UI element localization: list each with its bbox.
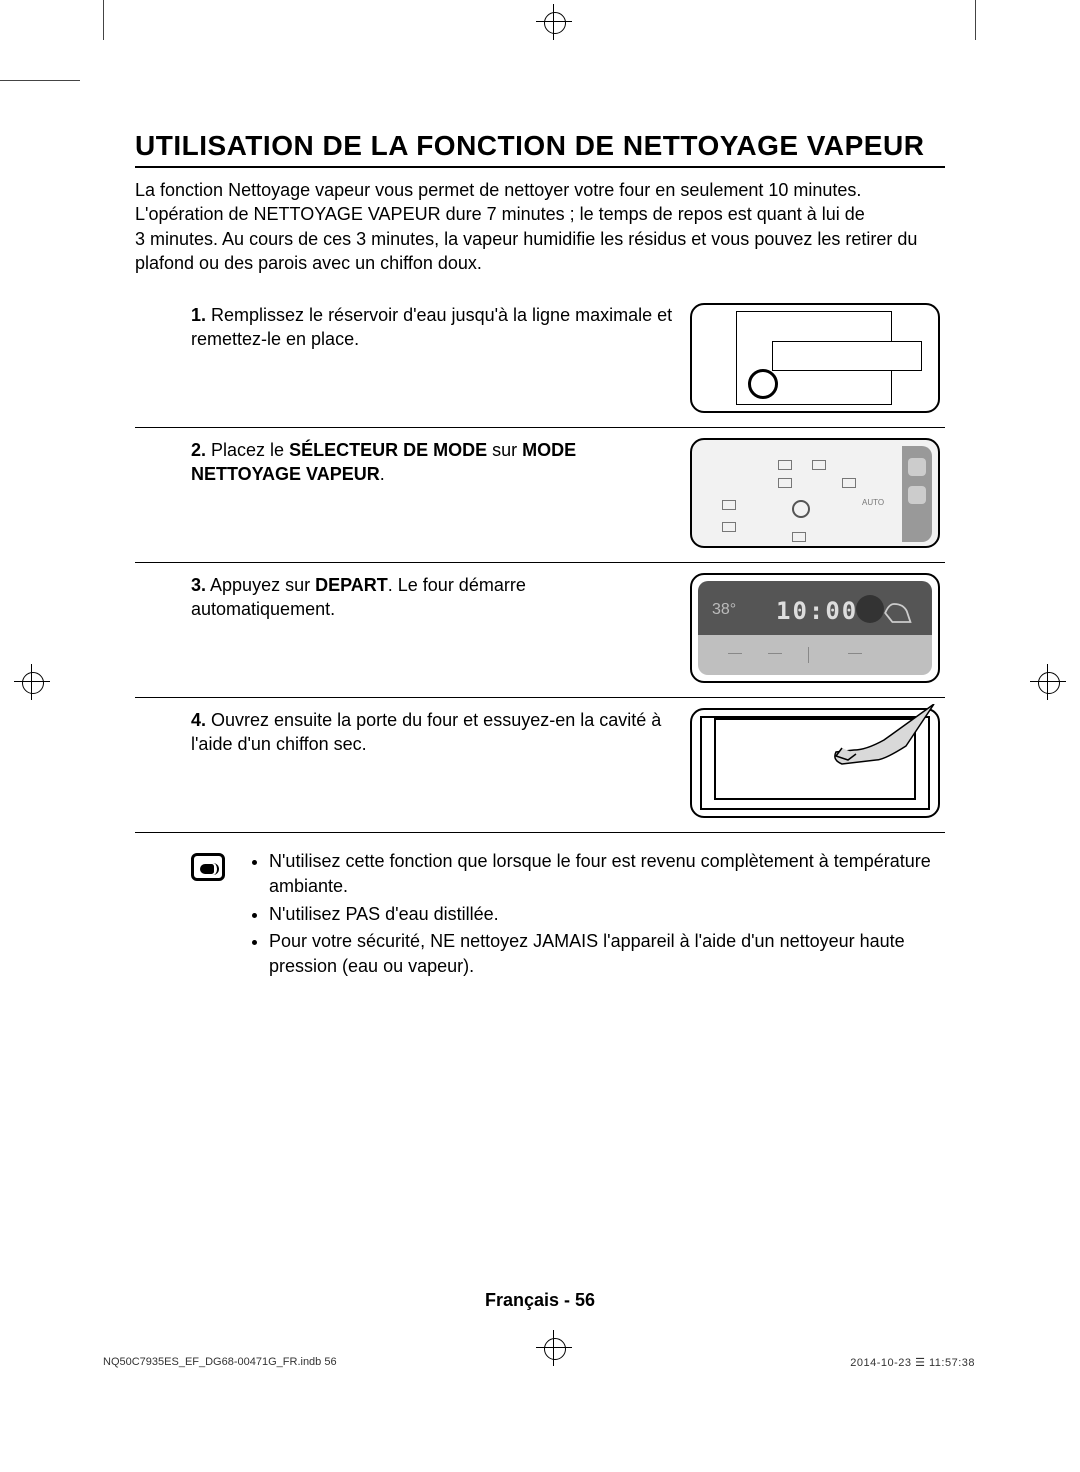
step-4-figure <box>685 708 945 818</box>
step-4-text: 4. Ouvrez ensuite la porte du four et es… <box>135 708 685 818</box>
step-body: Ouvrez ensuite la porte du four et essuy… <box>191 710 661 754</box>
step-3-figure: 38° 10:00 <box>685 573 945 683</box>
section-title: UTILISATION DE LA FONCTION DE NETTOYAGE … <box>135 130 945 168</box>
page-content: UTILISATION DE LA FONCTION DE NETTOYAGE … <box>135 50 945 981</box>
step-2-figure: AUTO <box>685 438 945 548</box>
step-2: 2. Placez le SÉLECTEUR DE MODE sur MODE … <box>135 428 945 563</box>
trim-mark <box>103 0 104 40</box>
page-footer-language: Français - 56 <box>0 1290 1080 1311</box>
registration-mark <box>540 8 568 36</box>
registration-mark <box>1034 668 1062 696</box>
step-number: 4. <box>191 710 206 730</box>
step-number: 2. <box>191 440 206 460</box>
display-illustration: 38° 10:00 <box>690 573 940 683</box>
wipe-cavity-illustration <box>690 708 940 818</box>
step-number: 3. <box>191 575 206 595</box>
note-item: N'utilisez cette fonction que lorsque le… <box>269 849 945 899</box>
note-item: Pour votre sécurité, NE nettoyez JAMAIS … <box>269 929 945 979</box>
timer-readout: 10:00 <box>776 597 858 625</box>
print-footer: NQ50C7935ES_EF_DG68-00471G_FR.indb 56 20… <box>103 1356 975 1369</box>
step-number: 1. <box>191 305 206 325</box>
auto-label: AUTO <box>862 498 876 508</box>
step-1-figure <box>685 303 945 413</box>
step-4: 4. Ouvrez ensuite la porte du four et es… <box>135 698 945 833</box>
notes-list: N'utilisez cette fonction que lorsque le… <box>235 849 945 981</box>
step-1-text: 1. Remplissez le réservoir d'eau jusqu'à… <box>135 303 685 413</box>
notes-block: N'utilisez cette fonction que lorsque le… <box>135 849 945 981</box>
step-1: 1. Remplissez le réservoir d'eau jusqu'à… <box>135 293 945 428</box>
timestamp: 2014-10-23 ☰ 11:57:38 <box>850 1356 975 1369</box>
step-2-text: 2. Placez le SÉLECTEUR DE MODE sur MODE … <box>135 438 685 548</box>
registration-mark <box>18 668 46 696</box>
mode-selector-illustration: AUTO <box>690 438 940 548</box>
note-icon <box>135 849 235 981</box>
step-3: 3. Appuyez sur DEPART. Le four démarre a… <box>135 563 945 698</box>
trim-mark <box>975 0 976 40</box>
file-indicator: NQ50C7935ES_EF_DG68-00471G_FR.indb 56 <box>103 1356 337 1369</box>
hand-wipe-icon <box>824 704 944 784</box>
step-body: Placez le SÉLECTEUR DE MODE sur MODE NET… <box>191 440 576 484</box>
step-body: Appuyez sur DEPART. Le four démarre auto… <box>191 575 526 619</box>
reservoir-illustration <box>690 303 940 413</box>
step-3-text: 3. Appuyez sur DEPART. Le four démarre a… <box>135 573 685 683</box>
hand-press-icon <box>878 595 914 631</box>
intro-paragraph: La fonction Nettoyage vapeur vous permet… <box>135 178 945 275</box>
step-body: Remplissez le réservoir d'eau jusqu'à la… <box>191 305 672 349</box>
trim-mark <box>0 80 80 81</box>
note-item: N'utilisez PAS d'eau distillée. <box>269 902 945 927</box>
temperature-readout: 38° <box>712 601 736 619</box>
